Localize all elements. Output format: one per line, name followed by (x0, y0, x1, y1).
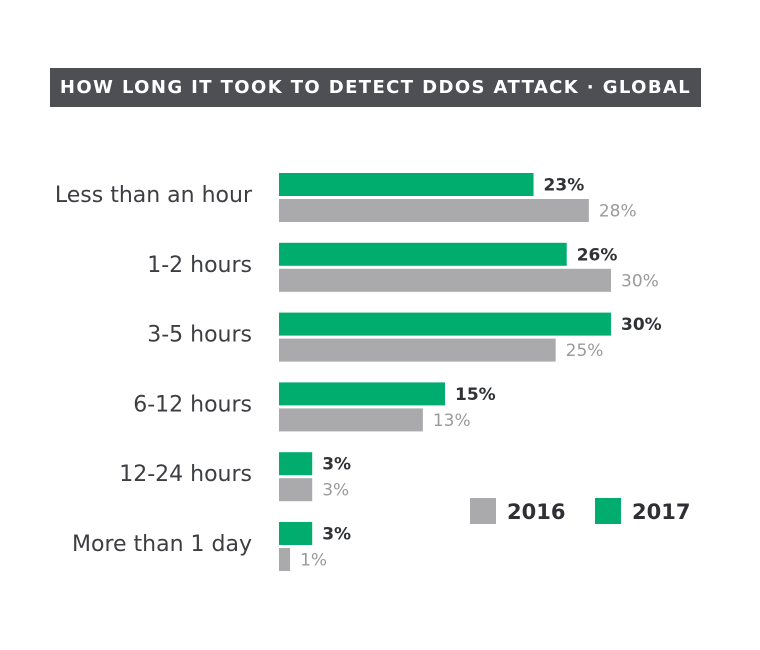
bar-2017 (279, 173, 534, 196)
bar-2016 (279, 199, 589, 222)
category-label: Less than an hour (55, 183, 253, 208)
value-label-2016: 1% (300, 551, 327, 571)
bar-2017 (279, 382, 445, 406)
bar-2017 (279, 312, 611, 336)
value-label-2017: 3% (322, 525, 351, 545)
bar-2017 (279, 452, 313, 476)
value-label-2016: 30% (621, 271, 659, 291)
bar-2016 (279, 548, 291, 571)
category-label: 3-5 hours (147, 323, 252, 348)
value-label-2017: 26% (577, 245, 618, 265)
legend-label-2017: 2017 (632, 500, 690, 524)
bar-2017 (279, 522, 313, 545)
value-label-2016: 3% (322, 481, 349, 501)
value-label-2016: 13% (433, 411, 471, 431)
value-label-2016: 28% (599, 202, 637, 222)
legend-swatch-2017 (595, 498, 621, 524)
value-label-2017: 3% (322, 455, 351, 475)
chart-title: HOW LONG IT TOOK TO DETECT DDOS ATTACK ·… (50, 68, 701, 107)
bar-2016 (279, 338, 556, 362)
category-label: 1-2 hours (147, 253, 252, 278)
bar-2016 (279, 408, 423, 432)
legend-label-2016: 2016 (507, 500, 565, 524)
value-label-2016: 25% (566, 341, 604, 361)
bar-2017 (279, 242, 567, 266)
bar-2016 (279, 478, 313, 502)
bar-2016 (279, 268, 611, 292)
legend-swatch-2016 (470, 498, 496, 524)
value-label-2017: 15% (455, 385, 496, 405)
value-label-2017: 30% (621, 315, 662, 335)
category-label: More than 1 day (72, 532, 252, 557)
value-label-2017: 23% (544, 176, 585, 196)
category-label: 6-12 hours (133, 392, 252, 417)
category-label: 12-24 hours (119, 462, 252, 487)
